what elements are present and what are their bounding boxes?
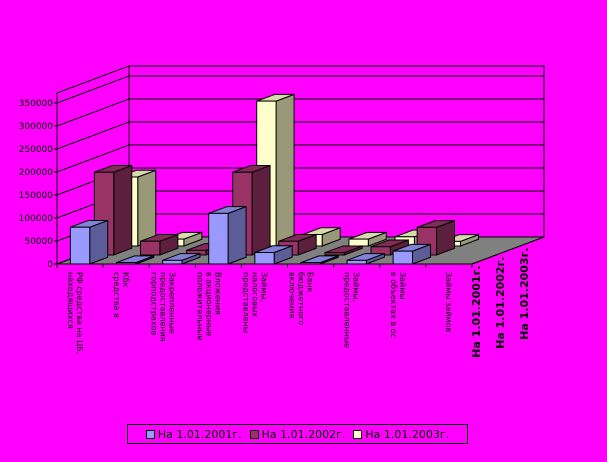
bar (69, 219, 109, 265)
bar (254, 245, 293, 265)
depth-axis-line (471, 236, 545, 265)
x-tick-label: Займы,налоговыхпредставлены (242, 272, 269, 333)
x-tick-label-line: РФ средства на ЦБ, (75, 272, 84, 354)
x-tick-label-line: положительные (195, 272, 204, 340)
x-tick-label-line: горподстрахов (149, 272, 158, 336)
y-tick-label: 0 (47, 260, 53, 270)
bar (115, 255, 155, 265)
x-tick-label: Вложенияв акционерныеположительные (195, 272, 222, 340)
y-tick-label: 200000 (19, 168, 54, 178)
bar-front (162, 259, 183, 265)
bar-front (139, 240, 161, 256)
x-tick-label: Займы,предоставленные (343, 272, 361, 348)
bar-side (251, 164, 271, 256)
x-tick-label-line: Вложения (213, 272, 222, 315)
bar-front (348, 238, 369, 247)
x-tick-label-line: представлены (242, 272, 251, 333)
bar (208, 205, 247, 265)
bar-side (89, 219, 109, 265)
gridline-side (56, 98, 130, 127)
x-tick-label-line: Кбк (121, 272, 130, 288)
y-tick-label: 300000 (19, 122, 54, 132)
x-tick-label: РФ средства на ЦБ,находящихся (66, 272, 84, 354)
x-tick-label-line: Займы, (352, 272, 361, 302)
bar-front (208, 212, 229, 265)
legend-swatch (249, 429, 259, 439)
x-tick-label-line: включения (288, 272, 297, 318)
legend-item: На 1.01.2001г. (145, 427, 242, 441)
x-tick-label: Кбксредства в (112, 272, 130, 318)
x-tick-label-line: средства в (112, 272, 121, 318)
gridline-side (56, 144, 130, 173)
bar-front (254, 252, 275, 265)
legend-label: На 1.01.2003г. (365, 427, 450, 441)
x-tick-label: Закрепленныепредоставлениягорподстрахов (149, 272, 176, 342)
x-tick-label-line: Займы (398, 272, 407, 300)
bar-front (346, 259, 367, 265)
bar-side (227, 205, 247, 265)
bar (139, 233, 179, 256)
x-tick-label-line: предоставленные (343, 272, 352, 348)
bar-front (69, 226, 91, 265)
x-tick-label-line: налоговых (251, 272, 260, 317)
depth-tick-label: На 1.01.2002г. (494, 257, 507, 349)
x-tick-label-line: предоставления (158, 272, 167, 342)
x-tick-label: Займы займов (444, 272, 453, 332)
x-tick-label-line: находящихся (66, 272, 75, 329)
bar-side (275, 93, 295, 247)
bar (392, 243, 432, 265)
chart-back-wall (128, 65, 545, 238)
bar (348, 231, 387, 247)
gridline-side (56, 121, 130, 150)
legend-item: На 1.01.2002г. (249, 427, 346, 441)
y-tick-label: 150000 (19, 191, 54, 201)
depth-tick-label: На 1.01.2001г. (470, 266, 483, 358)
legend-label: На 1.01.2001г. (157, 427, 242, 441)
legend-item: На 1.01.2003г. (353, 428, 449, 441)
bar-side (137, 169, 157, 247)
x-tick-label-line: бюджетного (297, 272, 306, 325)
x-tick-label-line: Займы займов (444, 272, 453, 332)
y-tick-label: 100000 (19, 214, 54, 224)
legend-swatch (145, 429, 155, 439)
x-tick-label-line: Закрепленные (167, 272, 176, 334)
legend-label: На 1.01.2002г. (261, 427, 346, 441)
depth-tick-label: На 1.01.2003г. (518, 248, 531, 340)
x-tick-label-line: Банк (306, 272, 315, 293)
x-tick-label: Банкбюджетноговключения (288, 272, 315, 325)
legend-swatch (353, 429, 363, 439)
bar-front (324, 252, 345, 256)
x-tick-label: Займыв объектах в ос (389, 272, 407, 338)
x-tick-label-line: Займы, (260, 272, 269, 302)
y-tick-label: 350000 (19, 99, 54, 109)
bar (346, 252, 385, 265)
x-tick-label-line: в объектах в ос (389, 272, 398, 338)
legend: На 1.01.2001г. На 1.01.2002г. На 1.01.20… (127, 424, 468, 444)
x-tick-label-line: в акционерные (204, 272, 213, 336)
bar (300, 255, 339, 265)
bar-side (113, 164, 133, 256)
gridline-side (56, 75, 130, 104)
y-tick-label: 250000 (19, 145, 54, 155)
y-tick-label: 50000 (24, 237, 53, 247)
bar (324, 245, 363, 256)
bar-front (392, 250, 414, 265)
